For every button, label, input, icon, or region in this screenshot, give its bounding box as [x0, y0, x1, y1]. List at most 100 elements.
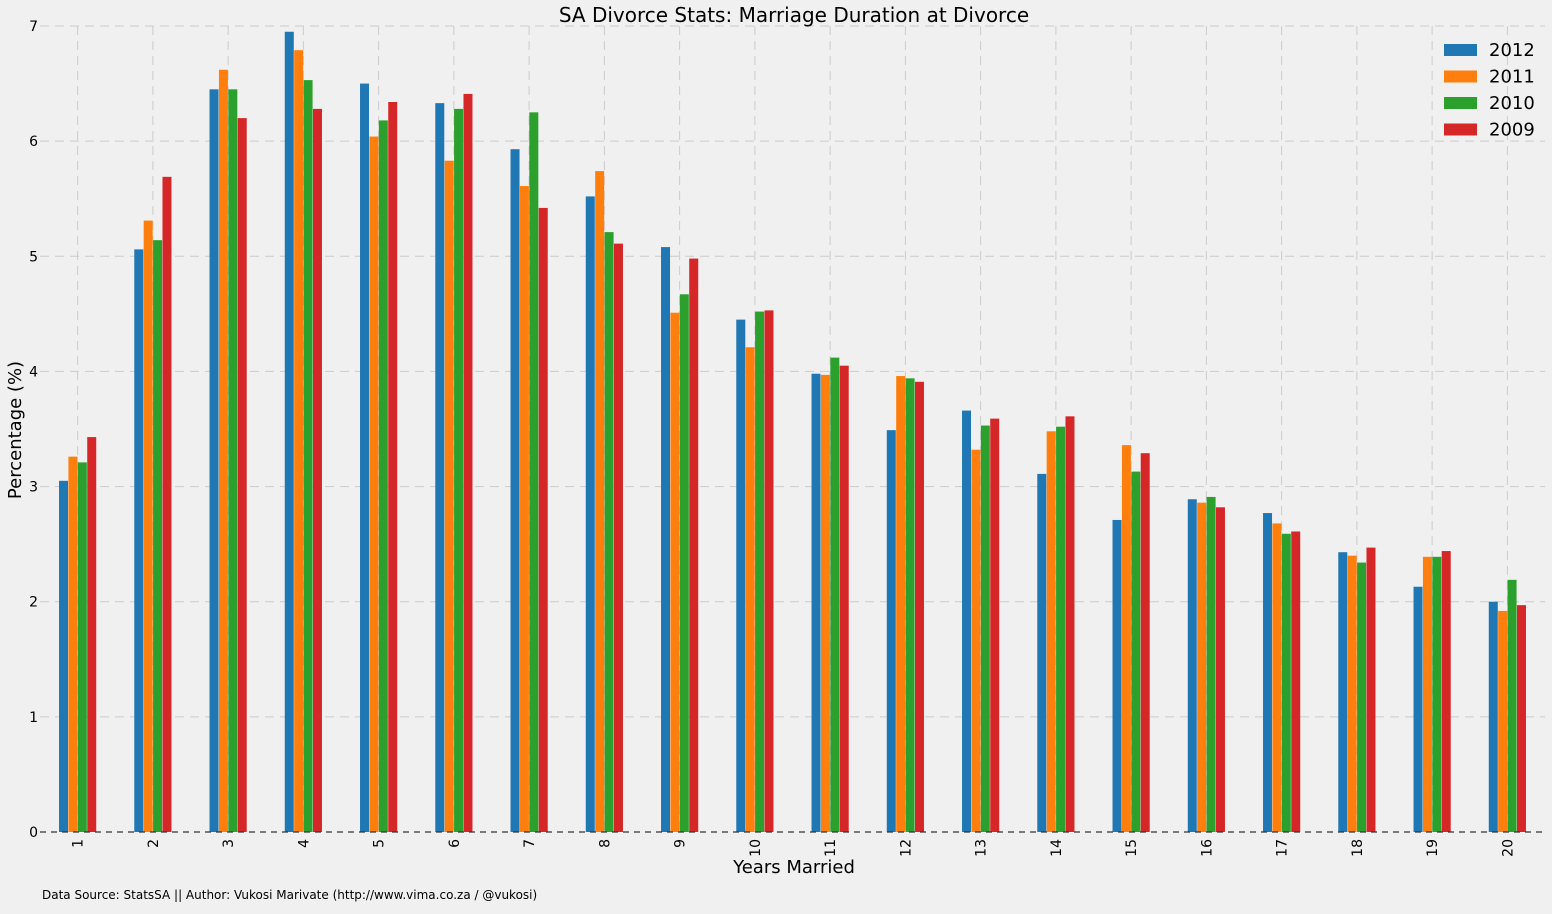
x-tick-label: 7	[522, 839, 538, 848]
bar-2011-8	[595, 171, 605, 832]
bar-2012-13	[962, 410, 972, 832]
bar-2011-12	[896, 376, 906, 832]
bar-2011-5	[369, 136, 379, 833]
bar-2012-9	[661, 247, 671, 832]
bar-2010-6	[454, 108, 464, 833]
legend-swatch	[1444, 97, 1477, 109]
bar-2010-7	[529, 112, 539, 833]
legend: 2012 2011 2010 2009	[1444, 40, 1535, 141]
x-tick-label: 18	[1350, 839, 1366, 857]
y-tick-labels: 0 1 2 3 4 5 6 7	[29, 19, 38, 841]
x-tick-label: 17	[1275, 839, 1291, 857]
bar-2011-6	[444, 160, 454, 832]
x-tick-label: 13	[974, 839, 990, 857]
bar-2012-6	[435, 103, 445, 833]
bar-2009-8	[613, 243, 623, 832]
bar-2009-10	[764, 310, 774, 833]
bar-2011-10	[745, 347, 755, 832]
x-tick-label: 15	[1124, 839, 1140, 857]
x-tick-label: 9	[673, 839, 689, 848]
bar-2011-14	[1046, 431, 1056, 832]
bar-2012-12	[886, 430, 896, 832]
bar-2010-19	[1432, 556, 1442, 832]
bar-2010-20	[1507, 579, 1517, 832]
bar-2012-10	[736, 319, 746, 833]
x-tick-label: 1	[71, 839, 87, 848]
x-tick-label: 16	[1199, 839, 1215, 857]
bar-2012-3	[209, 89, 219, 833]
x-tick-label: 10	[748, 839, 764, 857]
bar-2012-18	[1338, 552, 1348, 832]
bar-2011-4	[294, 50, 304, 833]
x-axis-label: Years Married	[732, 857, 855, 878]
bar-2010-11	[830, 357, 840, 832]
bar-2009-3	[237, 118, 247, 833]
chart-title: SA Divorce Stats: Marriage Duration at D…	[559, 3, 1029, 27]
bar-2011-3	[218, 69, 228, 833]
bar-2009-16	[1215, 507, 1225, 832]
bar-2012-1	[59, 480, 69, 832]
y-axis-label: Percentage (%)	[5, 361, 26, 499]
bar-2010-12	[905, 378, 915, 832]
x-tick-label: 8	[597, 839, 613, 848]
bar-2010-18	[1357, 562, 1367, 832]
bar-2009-7	[538, 207, 548, 832]
bar-2011-15	[1121, 445, 1131, 832]
bar-2009-17	[1291, 531, 1301, 832]
bar-2012-7	[510, 149, 520, 832]
y-tick-label: 0	[29, 825, 38, 841]
x-tick-label: 2	[146, 839, 162, 848]
bar-2009-13	[990, 418, 1000, 832]
x-tick-label: 5	[372, 839, 388, 848]
legend-label: 2012	[1489, 40, 1535, 61]
bar-2009-4	[312, 108, 322, 833]
bar-2010-17	[1281, 533, 1291, 832]
y-tick-label: 1	[29, 710, 38, 726]
bar-2010-9	[679, 294, 689, 833]
bar-2011-9	[670, 312, 680, 833]
bar-2010-2	[153, 240, 163, 832]
x-tick-label: 19	[1425, 839, 1441, 857]
bar-2009-5	[388, 101, 398, 833]
bar-2009-6	[463, 93, 473, 833]
bar-2009-11	[839, 365, 849, 832]
bar-2011-20	[1498, 610, 1508, 832]
x-tick-label: 12	[898, 839, 914, 857]
bar-2010-3	[228, 89, 238, 833]
y-tick-label: 4	[29, 364, 38, 380]
bar-2012-2	[134, 249, 144, 832]
bar-2010-8	[604, 232, 614, 832]
legend-label: 2011	[1489, 67, 1535, 88]
bar-2010-16	[1206, 496, 1216, 832]
bar-2012-15	[1112, 519, 1122, 832]
grid-lines	[40, 25, 1545, 832]
y-tick-label: 6	[29, 134, 38, 150]
y-tick-label: 5	[29, 249, 38, 265]
legend-label: 2009	[1489, 120, 1535, 141]
bar-2012-20	[1488, 601, 1498, 832]
bar-2009-19	[1441, 551, 1451, 832]
bar-2011-16	[1197, 502, 1207, 832]
bar-2012-17	[1263, 513, 1273, 832]
bar-2011-7	[519, 186, 529, 832]
bar-2009-1	[87, 437, 97, 832]
bar-2010-10	[755, 311, 765, 832]
bar-2012-5	[360, 83, 370, 833]
bar-2012-19	[1413, 586, 1423, 832]
bar-2011-1	[68, 456, 78, 832]
bar-2011-17	[1272, 523, 1282, 832]
x-tick-label: 6	[447, 839, 463, 848]
x-tick-labels: 1 2 3 4 5 6 7 8 9 10 11 12 13 14 15 16 17 18 19 20	[71, 839, 1517, 857]
legend-swatch	[1444, 70, 1477, 83]
legend-label: 2010	[1489, 93, 1535, 114]
bar-2012-8	[585, 196, 595, 832]
y-tick-label: 2	[29, 595, 38, 611]
x-tick-label: 20	[1500, 839, 1516, 857]
bar-2012-4	[284, 31, 294, 833]
y-tick-label: 3	[29, 480, 38, 496]
bar-2010-15	[1131, 471, 1141, 832]
y-tick-label: 7	[29, 19, 38, 35]
bar-2012-14	[1037, 473, 1047, 832]
bar-2010-14	[1056, 426, 1066, 832]
